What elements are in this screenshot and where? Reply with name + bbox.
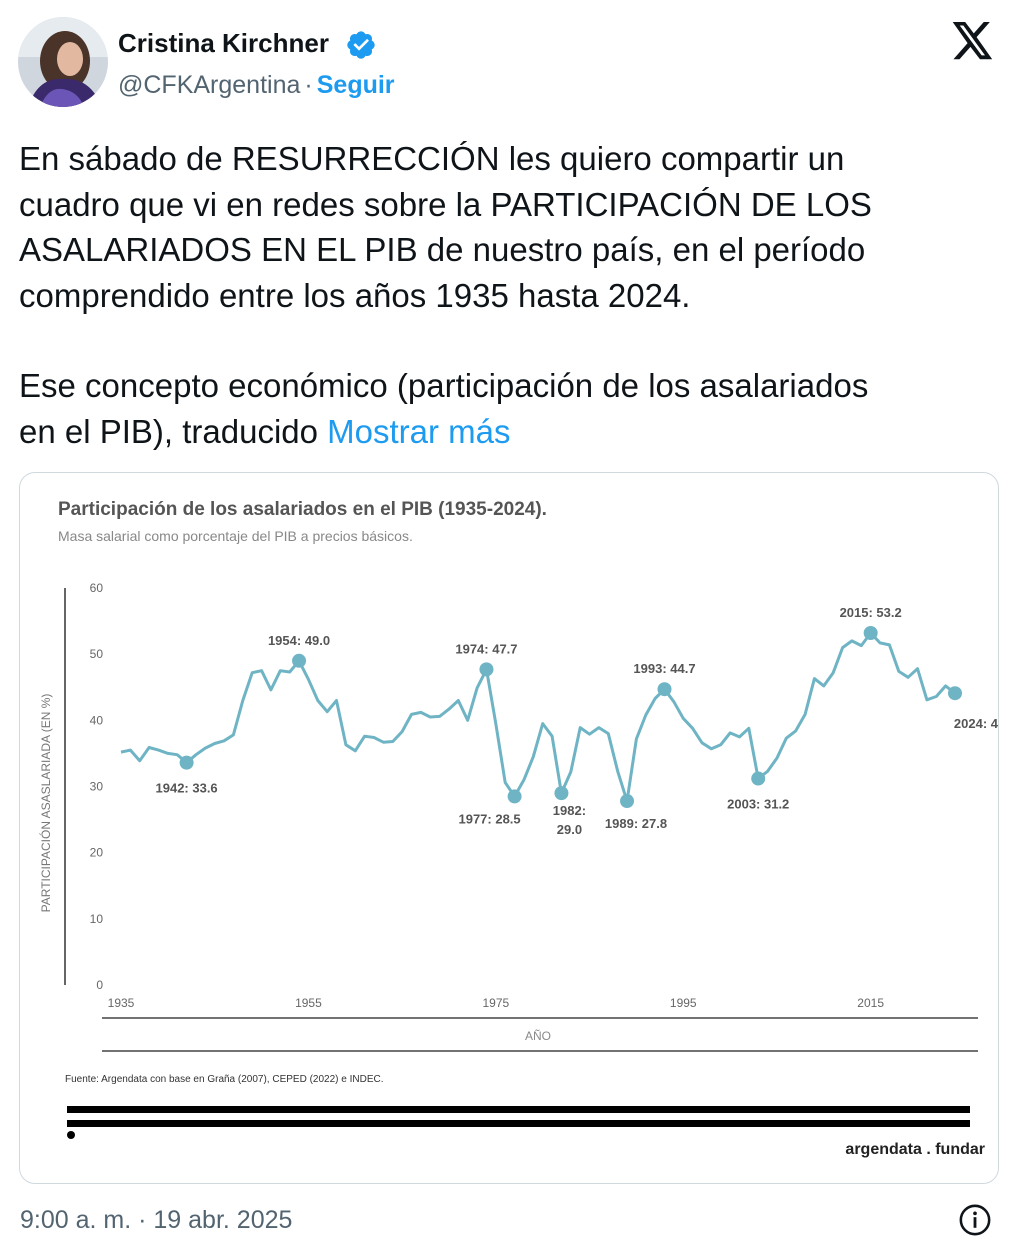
tweet-line-text: en el PIB), traducido: [19, 412, 318, 450]
annotation-marker: [751, 771, 766, 786]
brand-dot: [67, 1131, 75, 1139]
annotation-marker: [554, 786, 569, 801]
x-tick-label: 1935: [108, 996, 135, 1010]
annotation-marker: [292, 653, 307, 668]
chart: Participación de los asalariados en el P…: [38, 499, 999, 1158]
chart-subtitle: Masa salarial como porcentaje del PIB a …: [58, 528, 413, 544]
annotation-label: 2003: 31.2: [727, 797, 789, 812]
annotation-marker: [479, 662, 494, 677]
x-tick-label: 1955: [295, 996, 322, 1010]
annotation-marker: [179, 755, 194, 770]
annotation-label: 2015: 53.2: [840, 605, 902, 620]
y-tick-label: 40: [90, 713, 104, 727]
annotation-label: 1942: 33.6: [156, 781, 218, 796]
handle-row: @CFKArgentina · Seguir: [118, 69, 395, 101]
brand-bar-top: [67, 1106, 970, 1113]
x-logo-icon[interactable]: [952, 22, 994, 60]
annotation-marker: [657, 682, 672, 697]
y-tick-label: 50: [90, 647, 104, 661]
y-tick-label: 20: [90, 846, 104, 860]
x-tick-label: 1975: [482, 996, 509, 1010]
avatar[interactable]: [18, 17, 108, 107]
brand-name: argendata . fundar: [845, 1141, 985, 1158]
y-tick-label: 60: [90, 581, 104, 595]
author-name[interactable]: Cristina Kirchner: [118, 28, 329, 58]
media-card[interactable]: Participación de los asalariados en el P…: [19, 472, 999, 1184]
y-tick-label: 0: [96, 978, 103, 992]
y-tick-label: 30: [90, 780, 104, 794]
annotation-label: 1989: 27.8: [605, 816, 667, 831]
annotation-label: 1974: 47.7: [455, 641, 517, 656]
y-axis-label: PARTICIPACIÓN ASASLARIADA (EN %): [38, 694, 53, 913]
show-more-link[interactable]: Mostrar más: [327, 412, 511, 450]
annotation-marker: [948, 686, 962, 701]
series-line: [120, 631, 956, 803]
annotation-label: 1954: 49.0: [268, 633, 330, 648]
tweet-line: Ese concepto económico (participación de…: [19, 367, 869, 404]
annotation-label: 1977: 28.5: [458, 811, 520, 826]
x-tick-label: 2015: [857, 996, 884, 1010]
tweet-line: cuadro que vi en redes sobre la PARTICIP…: [19, 185, 872, 223]
annotation-label: 2024: 44.1: [954, 716, 999, 731]
info-icon[interactable]: [958, 1203, 992, 1237]
author-handle[interactable]: @CFKArgentina: [118, 71, 301, 99]
annotation-marker: [507, 789, 522, 804]
separator: ·: [304, 71, 313, 99]
annotation-label: 1993: 44.7: [633, 661, 695, 676]
tweet-line: en el PIB), traducido Mostrar más: [19, 409, 1004, 455]
annotation-label: 1982:: [553, 803, 586, 818]
x-tick-label: 1995: [670, 996, 697, 1010]
y-tick-label: 10: [90, 912, 104, 926]
annotation-label: 29.0: [557, 822, 582, 837]
brand-bar-bottom: [67, 1120, 970, 1127]
chart-source: Fuente: Argendata con base en Graña (200…: [65, 1074, 384, 1085]
verified-badge-icon: [347, 31, 375, 59]
annotation-marker: [620, 794, 635, 809]
annotation-marker: [863, 625, 878, 640]
chart-title: Participación de los asalariados en el P…: [58, 499, 547, 520]
tweet-text: En sábado de RESURRECCIÓN les quiero com…: [19, 136, 1004, 454]
tweet-line: comprendido entre los años 1935 hasta 20…: [19, 276, 691, 314]
x-axis-label: AÑO: [525, 1029, 551, 1043]
tweet-line: En sábado de RESURRECCIÓN les quiero com…: [19, 140, 845, 177]
follow-button[interactable]: Seguir: [316, 71, 395, 99]
tweet-line: ASALARIADOS EN EL PIB de nuestro país, e…: [19, 231, 866, 268]
timestamp[interactable]: 9:00 a. m. · 19 abr. 2025: [20, 1206, 293, 1234]
